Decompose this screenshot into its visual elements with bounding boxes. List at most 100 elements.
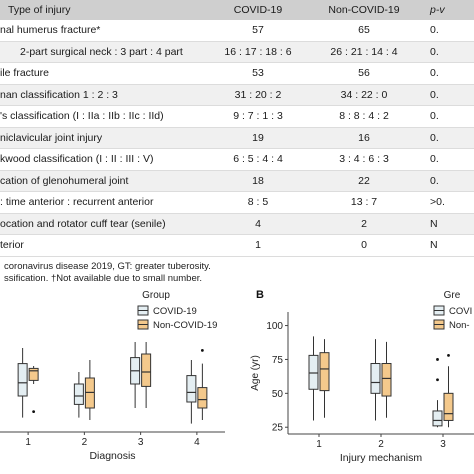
row-p-value: 0.	[420, 105, 474, 128]
y-tick-label: 100	[266, 321, 283, 332]
row-label: kwood classification (I : II : III : V)	[0, 148, 208, 171]
table-row: nal humerus fracture* 57 65 0.	[0, 20, 474, 42]
row-label: terior	[0, 234, 208, 257]
table-row: ile fracture 53 56 0.	[0, 62, 474, 85]
x-axis-title: Injury mechanism	[340, 452, 423, 464]
col-header-noncovid: Non-COVID-19	[308, 0, 420, 20]
footnote-line-2: ssification. †Not available due to small…	[4, 273, 203, 284]
box-plot-injury-mechanism: 25 50 75 100 Age (yr) 1 2 3 Injury mechanism Gre C…	[250, 289, 474, 464]
row-noncovid-value: 2	[308, 213, 420, 235]
row-covid-value: 16 : 17 : 18 : 6	[208, 41, 308, 63]
injury-table-region: Type of injury COVID-19 Non-COVID-19 p-v…	[0, 0, 474, 257]
table-row: 's classification (I : IIa : IIb : IIc :…	[0, 105, 474, 128]
col-header-type: Type of injury	[0, 0, 208, 20]
row-covid-value: 57	[208, 20, 308, 42]
outlier-point	[200, 349, 204, 352]
x-tick-label: 2	[82, 437, 88, 448]
table-row: niclavicular joint injury 19 16 0.	[0, 127, 474, 149]
box-iqr	[381, 363, 392, 397]
row-covid-value: 4	[208, 213, 308, 235]
row-covid-value: 6 : 5 : 4 : 4	[208, 148, 308, 171]
y-tick-label: 50	[272, 389, 284, 400]
y-tick-label: 25	[272, 423, 284, 434]
x-axis-title: Diagnosis	[89, 450, 135, 462]
box-iqr	[319, 352, 330, 392]
row-label: ile fracture	[0, 62, 208, 85]
row-covid-value: 53	[208, 62, 308, 85]
table-header-row: Type of injury COVID-19 Non-COVID-19 p-v	[0, 0, 474, 20]
x-tick-label: 1	[316, 439, 322, 450]
row-p-value: >0.	[420, 191, 474, 214]
x-tick-label: 4	[194, 437, 200, 448]
box-iqr	[186, 375, 197, 403]
row-p-value: 0.	[420, 20, 474, 42]
footnote-line-1: coronavirus disease 2019, GT: greater tu…	[4, 261, 211, 272]
box-iqr	[17, 363, 28, 397]
outlier-point	[436, 358, 439, 361]
row-p-value: 0.	[420, 62, 474, 85]
box-iqr	[197, 387, 208, 409]
table-row: : time anterior : recurrent anterior 8 : …	[0, 191, 474, 214]
row-p-value: N	[420, 213, 474, 235]
col-header-p-value: p-v	[420, 0, 474, 20]
table-body: nal humerus fracture* 57 65 0. 2-part surgic…	[0, 20, 474, 257]
row-covid-value: 18	[208, 170, 308, 192]
row-noncovid-value: 65	[308, 20, 420, 42]
row-p-value: 0.	[420, 127, 474, 149]
legend-label: Non-	[449, 320, 470, 331]
row-noncovid-value: 3 : 4 : 6 : 3	[308, 148, 420, 171]
y-tick-label: 75	[272, 355, 284, 366]
x-tick-label: 2	[378, 439, 384, 450]
box-plot-diagnosis: 1 2 3 4 Diagnosis Group COVID-19 Non-COVID-19	[0, 290, 225, 462]
box-iqr	[73, 383, 84, 405]
box-iqr	[141, 353, 152, 387]
table-row: ocation and rotator cuff tear (senile) 4 2…	[0, 213, 474, 235]
x-tick-label: 3	[440, 439, 446, 450]
row-covid-value: 9 : 7 : 1 : 3	[208, 105, 308, 128]
row-noncovid-value: 34 : 22 : 0	[308, 84, 420, 106]
panel-label-b: B	[256, 289, 264, 301]
table-row: kwood classification (I : II : III : V) 6…	[0, 148, 474, 171]
row-label: 's classification (I : IIa : IIb : IIc :…	[0, 105, 208, 128]
table-row: terior 1 0 N	[0, 234, 474, 257]
table-row: cation of glenohumeral joint 18 22 0.	[0, 170, 474, 192]
y-axis-title: Age (yr)	[250, 355, 261, 391]
row-noncovid-value: 13 : 7	[308, 191, 420, 214]
table-footnotes: coronavirus disease 2019, GT: greater tu…	[0, 261, 474, 285]
row-covid-value: 31 : 20 : 2	[208, 84, 308, 106]
box-iqr	[308, 354, 319, 390]
row-noncovid-value: 8 : 8 : 4 : 2	[308, 105, 420, 128]
row-label: cation of glenohumeral joint	[0, 170, 208, 192]
legend-label: COVID-19	[153, 306, 197, 317]
table-row: 2-part surgical neck : 3 part : 4 part 16…	[0, 41, 474, 63]
box-iqr	[370, 363, 381, 394]
outlier-point	[32, 410, 36, 413]
row-noncovid-value: 56	[308, 62, 420, 85]
x-tick-label: 1	[25, 437, 31, 448]
row-label: niclavicular joint injury	[0, 127, 208, 149]
row-label: 2-part surgical neck : 3 part : 4 part	[0, 41, 208, 63]
row-noncovid-value: 26 : 21 : 14 : 4	[308, 41, 420, 63]
box-iqr	[28, 367, 39, 381]
row-label: nal humerus fracture*	[0, 20, 208, 42]
outlier-point	[447, 353, 450, 357]
row-p-value: N	[420, 234, 474, 257]
row-p-value: 0.	[420, 84, 474, 106]
row-label: ocation and rotator cuff tear (senile)	[0, 213, 208, 235]
row-p-value: 0.	[420, 148, 474, 171]
box-iqr	[432, 410, 443, 427]
legend-title: Group	[142, 290, 170, 301]
row-noncovid-value: 0	[308, 234, 420, 257]
row-covid-value: 19	[208, 127, 308, 149]
legend-title: Gre	[444, 290, 461, 301]
col-header-covid: COVID-19	[208, 0, 308, 20]
row-covid-value: 8 : 5	[208, 191, 308, 214]
row-noncovid-value: 16	[308, 127, 420, 149]
legend-label: Non-COVID-19	[153, 320, 217, 331]
x-tick-label: 3	[138, 437, 144, 448]
legend-label: COVI	[449, 306, 472, 317]
row-label: : time anterior : recurrent anterior	[0, 191, 208, 214]
row-p-value: 0.	[420, 41, 474, 63]
row-p-value: 0.	[420, 170, 474, 192]
